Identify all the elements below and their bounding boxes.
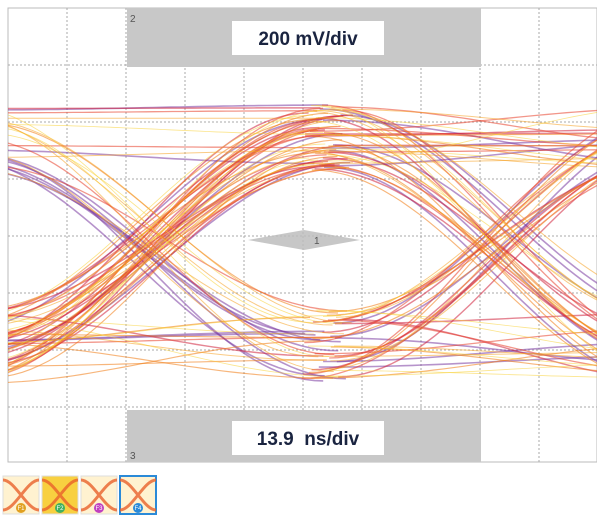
scope-screen: 200 mV/div 13.9 ns/div 2 3 1 F1 F2 F3 F4 (0, 0, 597, 526)
thumbnails[interactable]: F1 F2 F3 F4 (3, 476, 156, 514)
thumbnail-label: F4 (134, 506, 142, 512)
marker: 1 (314, 236, 320, 247)
thumbnail-label: F1 (17, 506, 25, 512)
page: 200 mV/div 13.9 ns/div 2 3 1 F1F2F3F4 ((… (0, 0, 597, 526)
trace (0, 143, 1, 359)
marker: 2 (130, 14, 136, 25)
horizontal-scale: 13.9 ns/div (257, 429, 360, 450)
trace (0, 137, 2, 311)
marker: 3 (130, 451, 136, 462)
vertical-scale: 200 mV/div (258, 29, 358, 50)
thumbnail-label: F3 (95, 506, 103, 512)
thumbnail-label: F2 (56, 506, 64, 512)
trace (0, 108, 320, 109)
